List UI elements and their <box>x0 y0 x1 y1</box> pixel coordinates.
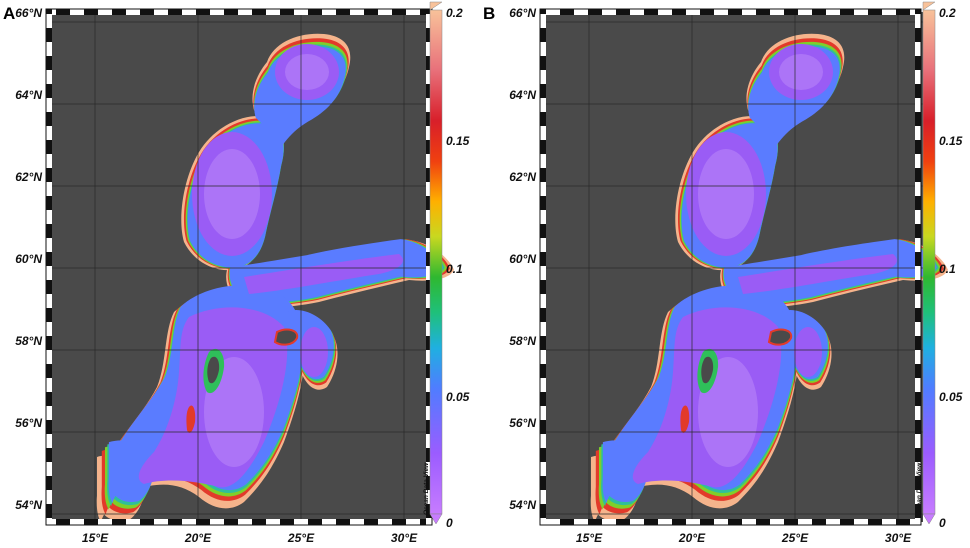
lat-label: 62°N <box>15 170 42 184</box>
panel-a-colorbar-ticks: 0.2 0.15 0.1 0.05 0 Ocean Data View <box>423 6 470 530</box>
lon-label: 20°E <box>184 531 212 545</box>
lat-label: 60°N <box>509 252 536 266</box>
panel-b-lat-labels: 66°N 64°N 62°N 60°N 58°N 56°N 54°N <box>509 6 536 512</box>
lat-label: 58°N <box>15 334 42 348</box>
colorbar-tick: 0.1 <box>446 262 463 276</box>
lat-label: 64°N <box>15 88 42 102</box>
panel-a-map <box>49 12 454 522</box>
lat-label: 54°N <box>509 498 536 512</box>
lat-label: 56°N <box>509 416 536 430</box>
panel-a-lat-labels: 66°N 64°N 62°N 60°N 58°N 56°N 54°N <box>15 6 42 512</box>
panel-b-colorbar-ticks: 0.2 0.15 0.1 0.05 0 Ocean Data View <box>916 6 963 530</box>
lat-label: 58°N <box>509 334 536 348</box>
panel-b-lon-labels: 15°E 20°E 25°E 30°E <box>576 531 912 545</box>
colorbar-tick: 0.15 <box>446 134 470 148</box>
lon-label: 30°E <box>391 531 418 545</box>
panel-a-lon-labels: 15°E 20°E 25°E 30°E <box>82 531 418 545</box>
colorbar-tick: 0.1 <box>939 262 956 276</box>
lon-label: 25°E <box>287 531 315 545</box>
colorbar-tick: 0.2 <box>446 6 463 20</box>
lat-label: 60°N <box>15 252 42 266</box>
colorbar-tick: 0.15 <box>939 134 963 148</box>
panel-b-frame <box>539 8 922 526</box>
panel-a-colorbar <box>429 1 443 525</box>
colorbar-tick: 0.05 <box>446 390 470 404</box>
panel-label-a: A <box>3 4 16 23</box>
lat-label: 54°N <box>15 498 42 512</box>
lon-label: 20°E <box>678 531 706 545</box>
lat-label: 64°N <box>509 88 536 102</box>
lat-label: 66°N <box>509 6 536 20</box>
panel-b-colorbar <box>922 1 936 525</box>
lon-label: 15°E <box>82 531 109 545</box>
lat-label: 62°N <box>509 170 536 184</box>
lon-label: 25°E <box>781 531 809 545</box>
colorbar-tick: 0 <box>446 516 453 530</box>
lon-label: 15°E <box>576 531 603 545</box>
lon-label: 30°E <box>885 531 912 545</box>
panel-label-b: B <box>483 4 496 23</box>
colorbar-tick: 0 <box>939 516 946 530</box>
ocean-data-view-credit: Ocean Data View <box>916 462 923 515</box>
ocean-data-view-credit: Ocean Data View <box>423 462 430 515</box>
lat-label: 56°N <box>15 416 42 430</box>
lat-label: 66°N <box>15 6 42 20</box>
panel-b-map <box>543 12 948 522</box>
colorbar-tick: 0.05 <box>939 390 963 404</box>
colorbar-tick: 0.2 <box>939 6 956 20</box>
